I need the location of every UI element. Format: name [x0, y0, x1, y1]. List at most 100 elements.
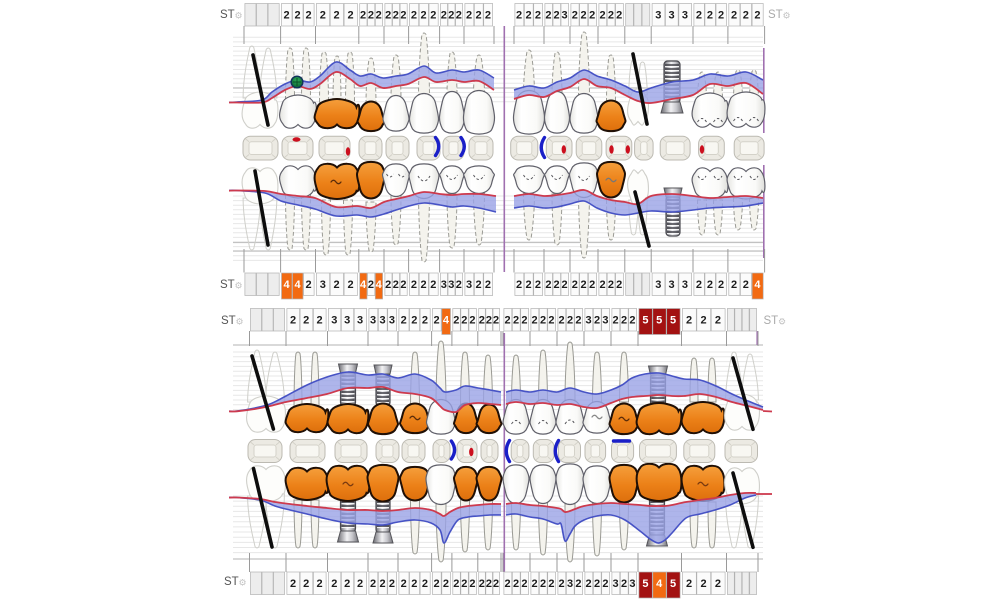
- svg-text:2: 2: [686, 315, 692, 327]
- svg-text:2: 2: [389, 578, 395, 590]
- svg-text:3: 3: [370, 315, 376, 327]
- svg-text:2: 2: [718, 10, 724, 22]
- svg-text:2: 2: [594, 315, 600, 327]
- svg-text:2: 2: [535, 279, 541, 291]
- svg-text:2: 2: [461, 315, 467, 327]
- svg-text:2: 2: [525, 279, 531, 291]
- svg-text:2: 2: [303, 578, 309, 590]
- svg-text:2: 2: [505, 578, 511, 590]
- svg-text:2: 2: [616, 10, 622, 22]
- svg-text:2: 2: [621, 315, 627, 327]
- svg-text:2: 2: [553, 279, 559, 291]
- svg-text:2: 2: [475, 10, 481, 22]
- svg-text:2: 2: [294, 10, 300, 22]
- svg-text:⚙: ⚙: [778, 317, 786, 327]
- svg-text:2: 2: [443, 578, 449, 590]
- svg-text:2: 2: [347, 279, 353, 291]
- svg-text:2: 2: [469, 578, 475, 590]
- svg-text:2: 2: [385, 279, 391, 291]
- svg-text:3: 3: [441, 279, 447, 291]
- svg-text:2: 2: [575, 578, 581, 590]
- svg-text:2: 2: [290, 578, 296, 590]
- svg-text:2: 2: [283, 10, 289, 22]
- svg-text:2: 2: [707, 279, 713, 291]
- svg-text:5: 5: [670, 315, 676, 327]
- svg-text:ST: ST: [764, 315, 779, 327]
- svg-text:2: 2: [540, 315, 546, 327]
- svg-text:2: 2: [715, 578, 721, 590]
- svg-text:2: 2: [290, 315, 296, 327]
- svg-text:2: 2: [548, 578, 554, 590]
- svg-text:2: 2: [493, 315, 499, 327]
- svg-text:2: 2: [562, 279, 568, 291]
- svg-text:3: 3: [682, 10, 688, 22]
- svg-text:2: 2: [532, 578, 538, 590]
- svg-text:2: 2: [441, 10, 447, 22]
- svg-text:3: 3: [567, 578, 573, 590]
- svg-text:2: 2: [448, 10, 454, 22]
- svg-text:2: 2: [430, 10, 436, 22]
- svg-text:4: 4: [376, 279, 383, 291]
- svg-text:2: 2: [434, 578, 440, 590]
- svg-text:2: 2: [516, 279, 522, 291]
- svg-text:5: 5: [642, 578, 648, 590]
- svg-text:4: 4: [754, 279, 761, 291]
- svg-text:3: 3: [466, 279, 472, 291]
- svg-text:2: 2: [743, 10, 749, 22]
- svg-text:2: 2: [575, 315, 581, 327]
- svg-text:2: 2: [400, 10, 406, 22]
- svg-text:3: 3: [344, 315, 350, 327]
- svg-text:⚙: ⚙: [235, 281, 243, 291]
- svg-text:2: 2: [357, 578, 363, 590]
- svg-text:2: 2: [461, 578, 467, 590]
- svg-text:2: 2: [696, 279, 702, 291]
- svg-text:2: 2: [743, 279, 749, 291]
- svg-text:4: 4: [656, 578, 663, 590]
- svg-text:2: 2: [422, 315, 428, 327]
- svg-text:2: 2: [613, 315, 619, 327]
- svg-text:2: 2: [580, 10, 586, 22]
- svg-text:ST: ST: [224, 576, 239, 588]
- svg-text:2: 2: [475, 279, 481, 291]
- svg-text:2: 2: [316, 578, 322, 590]
- svg-text:2: 2: [540, 578, 546, 590]
- svg-text:3: 3: [389, 315, 395, 327]
- svg-text:2: 2: [411, 279, 417, 291]
- svg-text:ST: ST: [220, 9, 235, 21]
- svg-text:5: 5: [656, 315, 662, 327]
- svg-text:2: 2: [334, 10, 340, 22]
- svg-text:3: 3: [669, 10, 675, 22]
- svg-text:2: 2: [521, 315, 527, 327]
- svg-text:2: 2: [453, 578, 459, 590]
- svg-text:2: 2: [400, 279, 406, 291]
- svg-text:2: 2: [456, 279, 462, 291]
- svg-text:2: 2: [485, 279, 491, 291]
- svg-text:2: 2: [525, 10, 531, 22]
- svg-text:2: 2: [411, 10, 417, 22]
- svg-text:2: 2: [456, 10, 462, 22]
- svg-text:3: 3: [602, 315, 608, 327]
- svg-text:3: 3: [655, 10, 661, 22]
- svg-text:2: 2: [306, 10, 312, 22]
- svg-text:2: 2: [731, 279, 737, 291]
- svg-text:2: 2: [393, 10, 399, 22]
- svg-text:2: 2: [535, 10, 541, 22]
- svg-text:2: 2: [616, 279, 622, 291]
- svg-text:2: 2: [368, 10, 374, 22]
- svg-text:2: 2: [600, 10, 606, 22]
- svg-text:2: 2: [303, 315, 309, 327]
- svg-text:2: 2: [385, 10, 391, 22]
- svg-text:3: 3: [669, 279, 675, 291]
- svg-text:5: 5: [642, 315, 648, 327]
- svg-text:2: 2: [700, 315, 706, 327]
- svg-text:ST: ST: [221, 315, 236, 327]
- svg-text:2: 2: [589, 279, 595, 291]
- svg-text:2: 2: [479, 578, 485, 590]
- svg-text:2: 2: [696, 10, 702, 22]
- svg-text:2: 2: [572, 279, 578, 291]
- svg-text:3: 3: [562, 10, 568, 22]
- svg-text:2: 2: [393, 279, 399, 291]
- svg-text:⚙: ⚙: [235, 11, 243, 21]
- svg-text:3: 3: [613, 578, 619, 590]
- svg-text:2: 2: [411, 578, 417, 590]
